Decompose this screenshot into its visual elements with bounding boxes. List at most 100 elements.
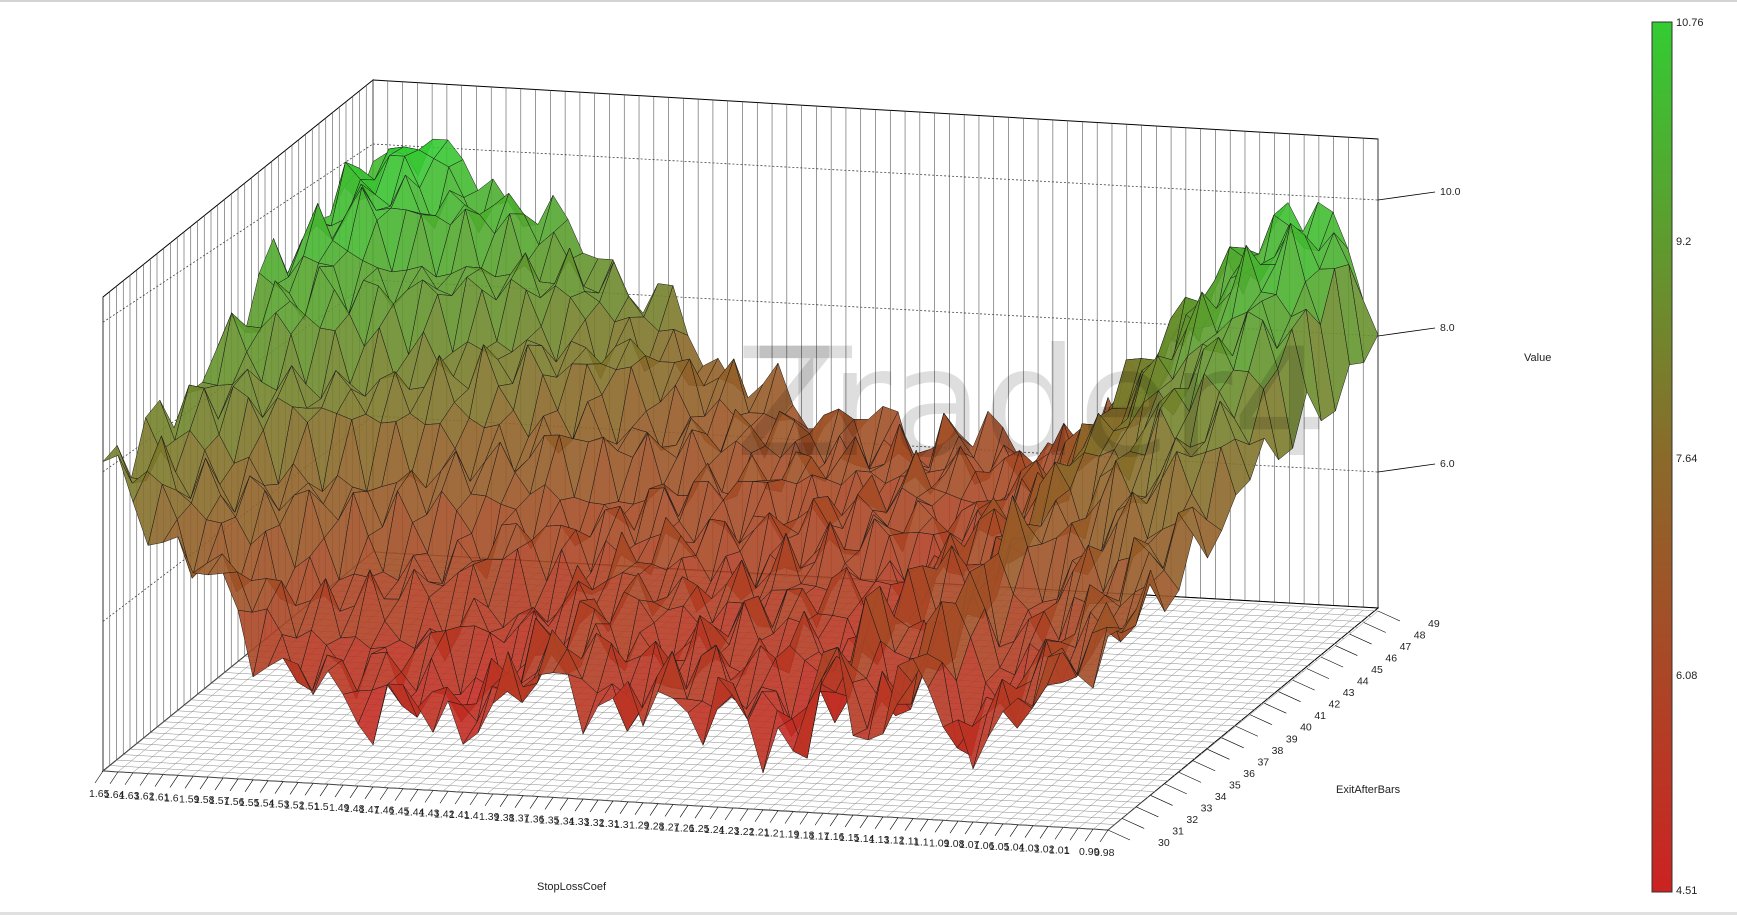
x-tick <box>739 808 749 822</box>
x-tick-label: 1.48 <box>344 803 365 815</box>
x-tick <box>154 774 164 787</box>
y-tick <box>1150 795 1173 806</box>
y-tick <box>1136 806 1159 818</box>
x-tick <box>259 780 269 793</box>
x-tick-label: 1.06 <box>974 840 995 852</box>
y-tick <box>1278 691 1301 702</box>
x-tick-label: 1.64 <box>104 789 125 801</box>
surface-mesh <box>102 138 1379 773</box>
x-tick <box>934 820 944 833</box>
x-tick <box>859 815 869 829</box>
floor-gridline-y <box>170 716 1176 776</box>
z-tick-label: 10.0 <box>1440 186 1461 198</box>
y-tick-label: 39 <box>1286 733 1298 745</box>
floor-gridline-y <box>177 710 1183 771</box>
x-tick <box>1069 828 1079 841</box>
x-tick-label: 1.12 <box>884 835 905 847</box>
x-tick <box>334 784 344 798</box>
x-tick-label: 1.02 <box>1034 843 1055 855</box>
x-tick-label: 1.19 <box>779 829 800 841</box>
y-tick <box>1321 656 1344 668</box>
x-tick-label: 1.27 <box>659 821 680 833</box>
x-tick <box>679 805 689 818</box>
x-tick <box>94 770 104 784</box>
floor-gridline-y <box>109 765 1115 825</box>
x-tick <box>799 812 809 825</box>
floor-gridline-y <box>136 743 1142 803</box>
watermark: Trader4 <box>759 317 1328 491</box>
x-tick <box>454 791 464 805</box>
x-tick <box>1009 824 1019 837</box>
x-tick-label: 1.41 <box>449 809 470 821</box>
y-tick-label: 46 <box>1385 653 1397 665</box>
floor-gridline-y <box>102 770 1109 831</box>
x-tick-label: 1.18 <box>794 829 815 841</box>
y-tick-label: 45 <box>1371 664 1383 676</box>
x-tick <box>184 776 194 789</box>
x-tick-label: 1.33 <box>569 816 590 828</box>
x-tick <box>139 773 149 786</box>
y-tick <box>1207 749 1230 760</box>
floor-gridline-y <box>143 737 1149 798</box>
x-tick <box>1024 825 1034 838</box>
y-tick-label: 41 <box>1314 710 1326 722</box>
x-tick <box>904 818 914 831</box>
x-tick <box>964 821 974 835</box>
x-tick-label: 1.49 <box>329 802 350 814</box>
y-tick <box>1107 829 1131 841</box>
floor-gridline-y <box>123 754 1129 814</box>
surface-cell <box>1092 626 1124 689</box>
y-tick <box>1377 610 1401 622</box>
x-tick-label: 1.35 <box>539 814 560 826</box>
x-tick <box>499 794 509 807</box>
watermark-z: Z <box>735 317 838 491</box>
x-tick <box>844 814 854 828</box>
x-tick-label: 1.34 <box>554 815 575 827</box>
z-axis-label: Value <box>1524 352 1551 364</box>
x-tick <box>544 797 554 810</box>
x-tick-label: 1.45 <box>389 806 410 818</box>
y-axis-label: ExitAfterBars <box>1336 784 1401 796</box>
z-tick <box>1377 463 1436 473</box>
x-tick <box>244 779 254 792</box>
x-tick-label: 1.28 <box>644 821 665 833</box>
x-tick <box>694 806 704 819</box>
x-tick <box>514 795 524 808</box>
x-tick-label: 1.23 <box>719 825 740 837</box>
y-tick-label: 40 <box>1300 722 1312 734</box>
y-tick-label: 43 <box>1343 687 1355 699</box>
colorbar-label: 6.08 <box>1676 670 1697 682</box>
x-tick <box>109 771 119 785</box>
x-tick-label: 1.07 <box>959 839 980 851</box>
x-tick-label: 1.25 <box>689 823 710 835</box>
x-axis-label: StopLossCoef <box>537 881 607 893</box>
x-tick-label: 1.24 <box>704 824 725 836</box>
y-tick-label: 32 <box>1186 814 1198 826</box>
y-tick <box>1335 645 1358 656</box>
y-tick-label: 48 <box>1414 630 1426 642</box>
y-tick-label: 31 <box>1172 825 1184 837</box>
y-tick <box>1235 725 1259 737</box>
x-tick <box>529 796 539 809</box>
x-tick <box>1039 826 1049 839</box>
bottom-border <box>0 912 1737 915</box>
x-tick-label: 1.22 <box>734 826 755 838</box>
y-tick <box>1292 679 1315 691</box>
x-tick <box>949 821 959 834</box>
x-tick-label: 1.46 <box>374 805 395 817</box>
floor-gridline-y <box>150 732 1156 792</box>
x-tick <box>664 804 674 817</box>
x-tick <box>124 772 134 785</box>
x-tick-label: 1.59 <box>179 793 200 805</box>
y-tick <box>1249 714 1273 726</box>
floor-gridline-y <box>129 748 1136 809</box>
x-tick-label: 1.2 <box>764 828 779 840</box>
top-border <box>0 0 1737 2</box>
x-tick-label: 1.53 <box>269 799 290 811</box>
colorbar-label: 7.64 <box>1676 453 1697 465</box>
x-tick <box>829 813 839 827</box>
x-tick-label: 1 <box>1064 845 1070 857</box>
x-tick-label: 1.11 <box>899 836 919 848</box>
x-tick-label: 1.52 <box>284 799 305 811</box>
